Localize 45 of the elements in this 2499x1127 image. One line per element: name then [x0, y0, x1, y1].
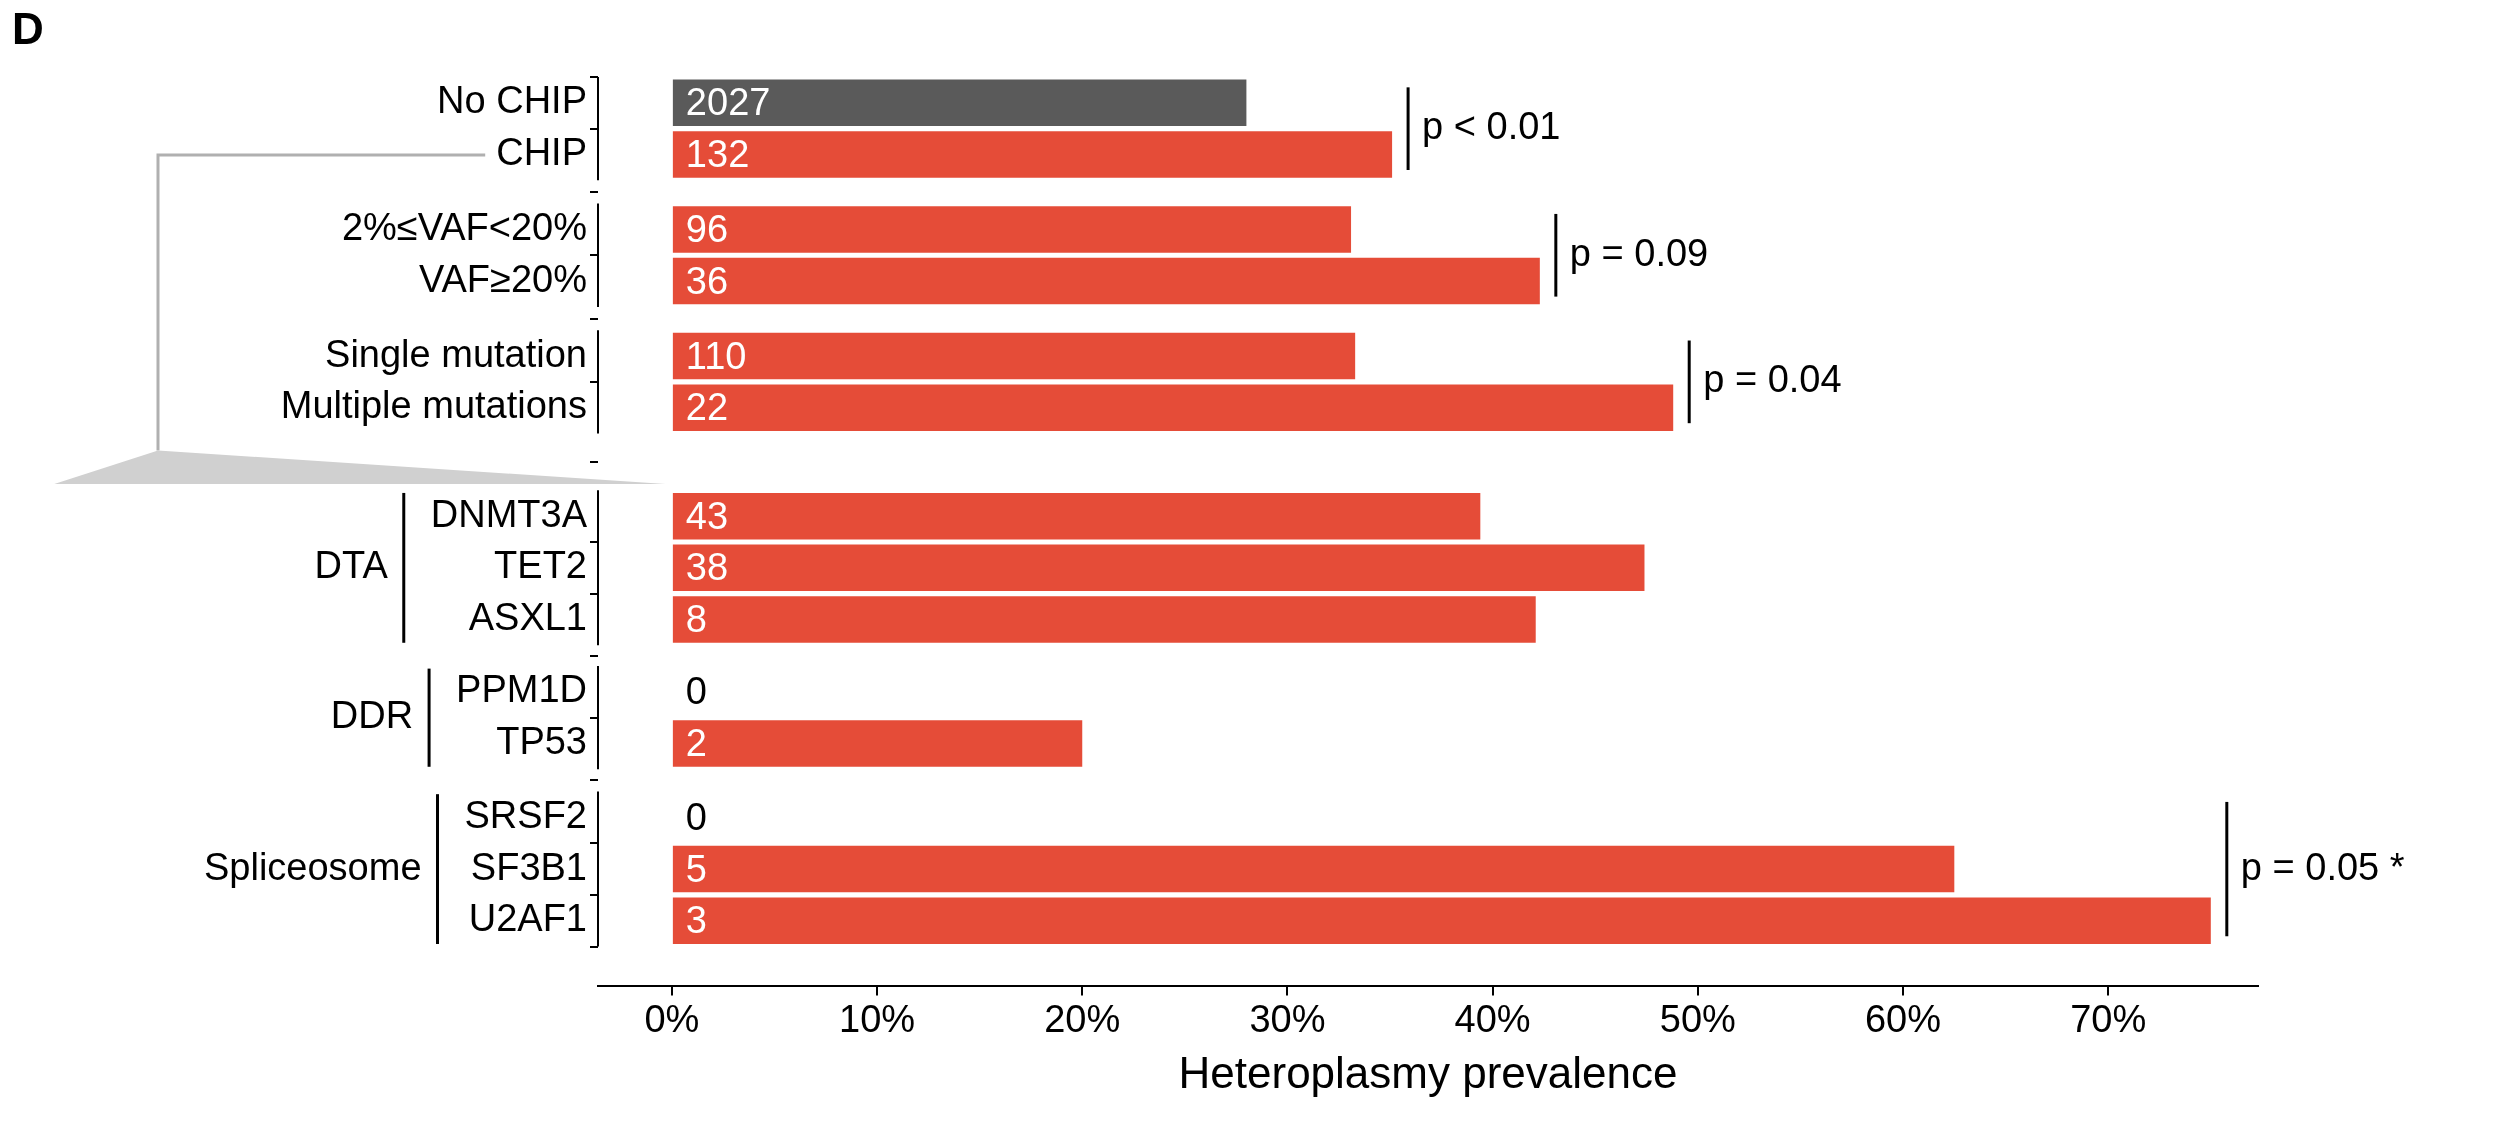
annotation: 22: [685, 386, 729, 429]
x-tick-label: 50%: [1659, 997, 1736, 1040]
x-tick-label: 40%: [1454, 997, 1531, 1040]
annotation: 38: [685, 546, 729, 589]
annotation: 132: [685, 133, 750, 175]
y-tick-label: 2%≤VAF<20%: [341, 205, 587, 248]
y-tick-label: No CHIP: [437, 79, 587, 122]
x-axis-title: Heteroplasmy prevalence: [1178, 1047, 1678, 1097]
annotation: 96: [685, 207, 729, 250]
annotation: 2: [685, 722, 708, 765]
annotation: 3: [685, 899, 708, 942]
annotation: 0: [685, 795, 708, 838]
annotation: p = 0.09: [1569, 231, 1709, 274]
annotation: 8: [685, 598, 708, 641]
y-tick-label: Multiple mutations: [280, 384, 587, 427]
y-tick-label: TP53: [496, 720, 587, 763]
x-tick-label: 30%: [1249, 997, 1326, 1040]
y-tick-label: SF3B1: [470, 845, 587, 888]
annotation: 110: [685, 334, 747, 377]
annotation: p < 0.01: [1422, 105, 1561, 148]
annotation: p = 0.04: [1703, 358, 1842, 401]
y-tick-label: CHIP: [496, 131, 587, 173]
text: Spliceosome: [203, 845, 422, 888]
x-tick-label: 20%: [1044, 997, 1121, 1040]
annotation: 0: [685, 670, 708, 713]
x-tick-label: 60%: [1864, 997, 1942, 1040]
y-tick-label: VAF≥20%: [419, 257, 587, 300]
annotation: 43: [685, 494, 729, 537]
x-tick-label: 70%: [2070, 997, 2147, 1040]
annotation: 5: [685, 847, 708, 890]
y-tick-label: PPM1D: [456, 668, 587, 711]
y-tick-label: U2AF1: [468, 897, 587, 940]
annotation: p = 0.05 *: [2240, 845, 2405, 888]
annotation: 36: [685, 259, 729, 302]
text: DDR: [330, 694, 414, 737]
y-tick-label: ASXL1: [468, 596, 587, 639]
x-tick-label: 10%: [839, 997, 916, 1040]
y-tick-label: SRSF2: [464, 793, 587, 836]
annotation: 2027: [685, 81, 771, 124]
text: DTA: [314, 544, 389, 587]
y-tick-label: Single mutation: [325, 332, 587, 375]
text: D: [12, 4, 44, 54]
x-tick-label: 0%: [644, 997, 700, 1040]
y-tick-label: TET2: [494, 544, 587, 587]
y-tick-label: DNMT3A: [430, 492, 588, 535]
